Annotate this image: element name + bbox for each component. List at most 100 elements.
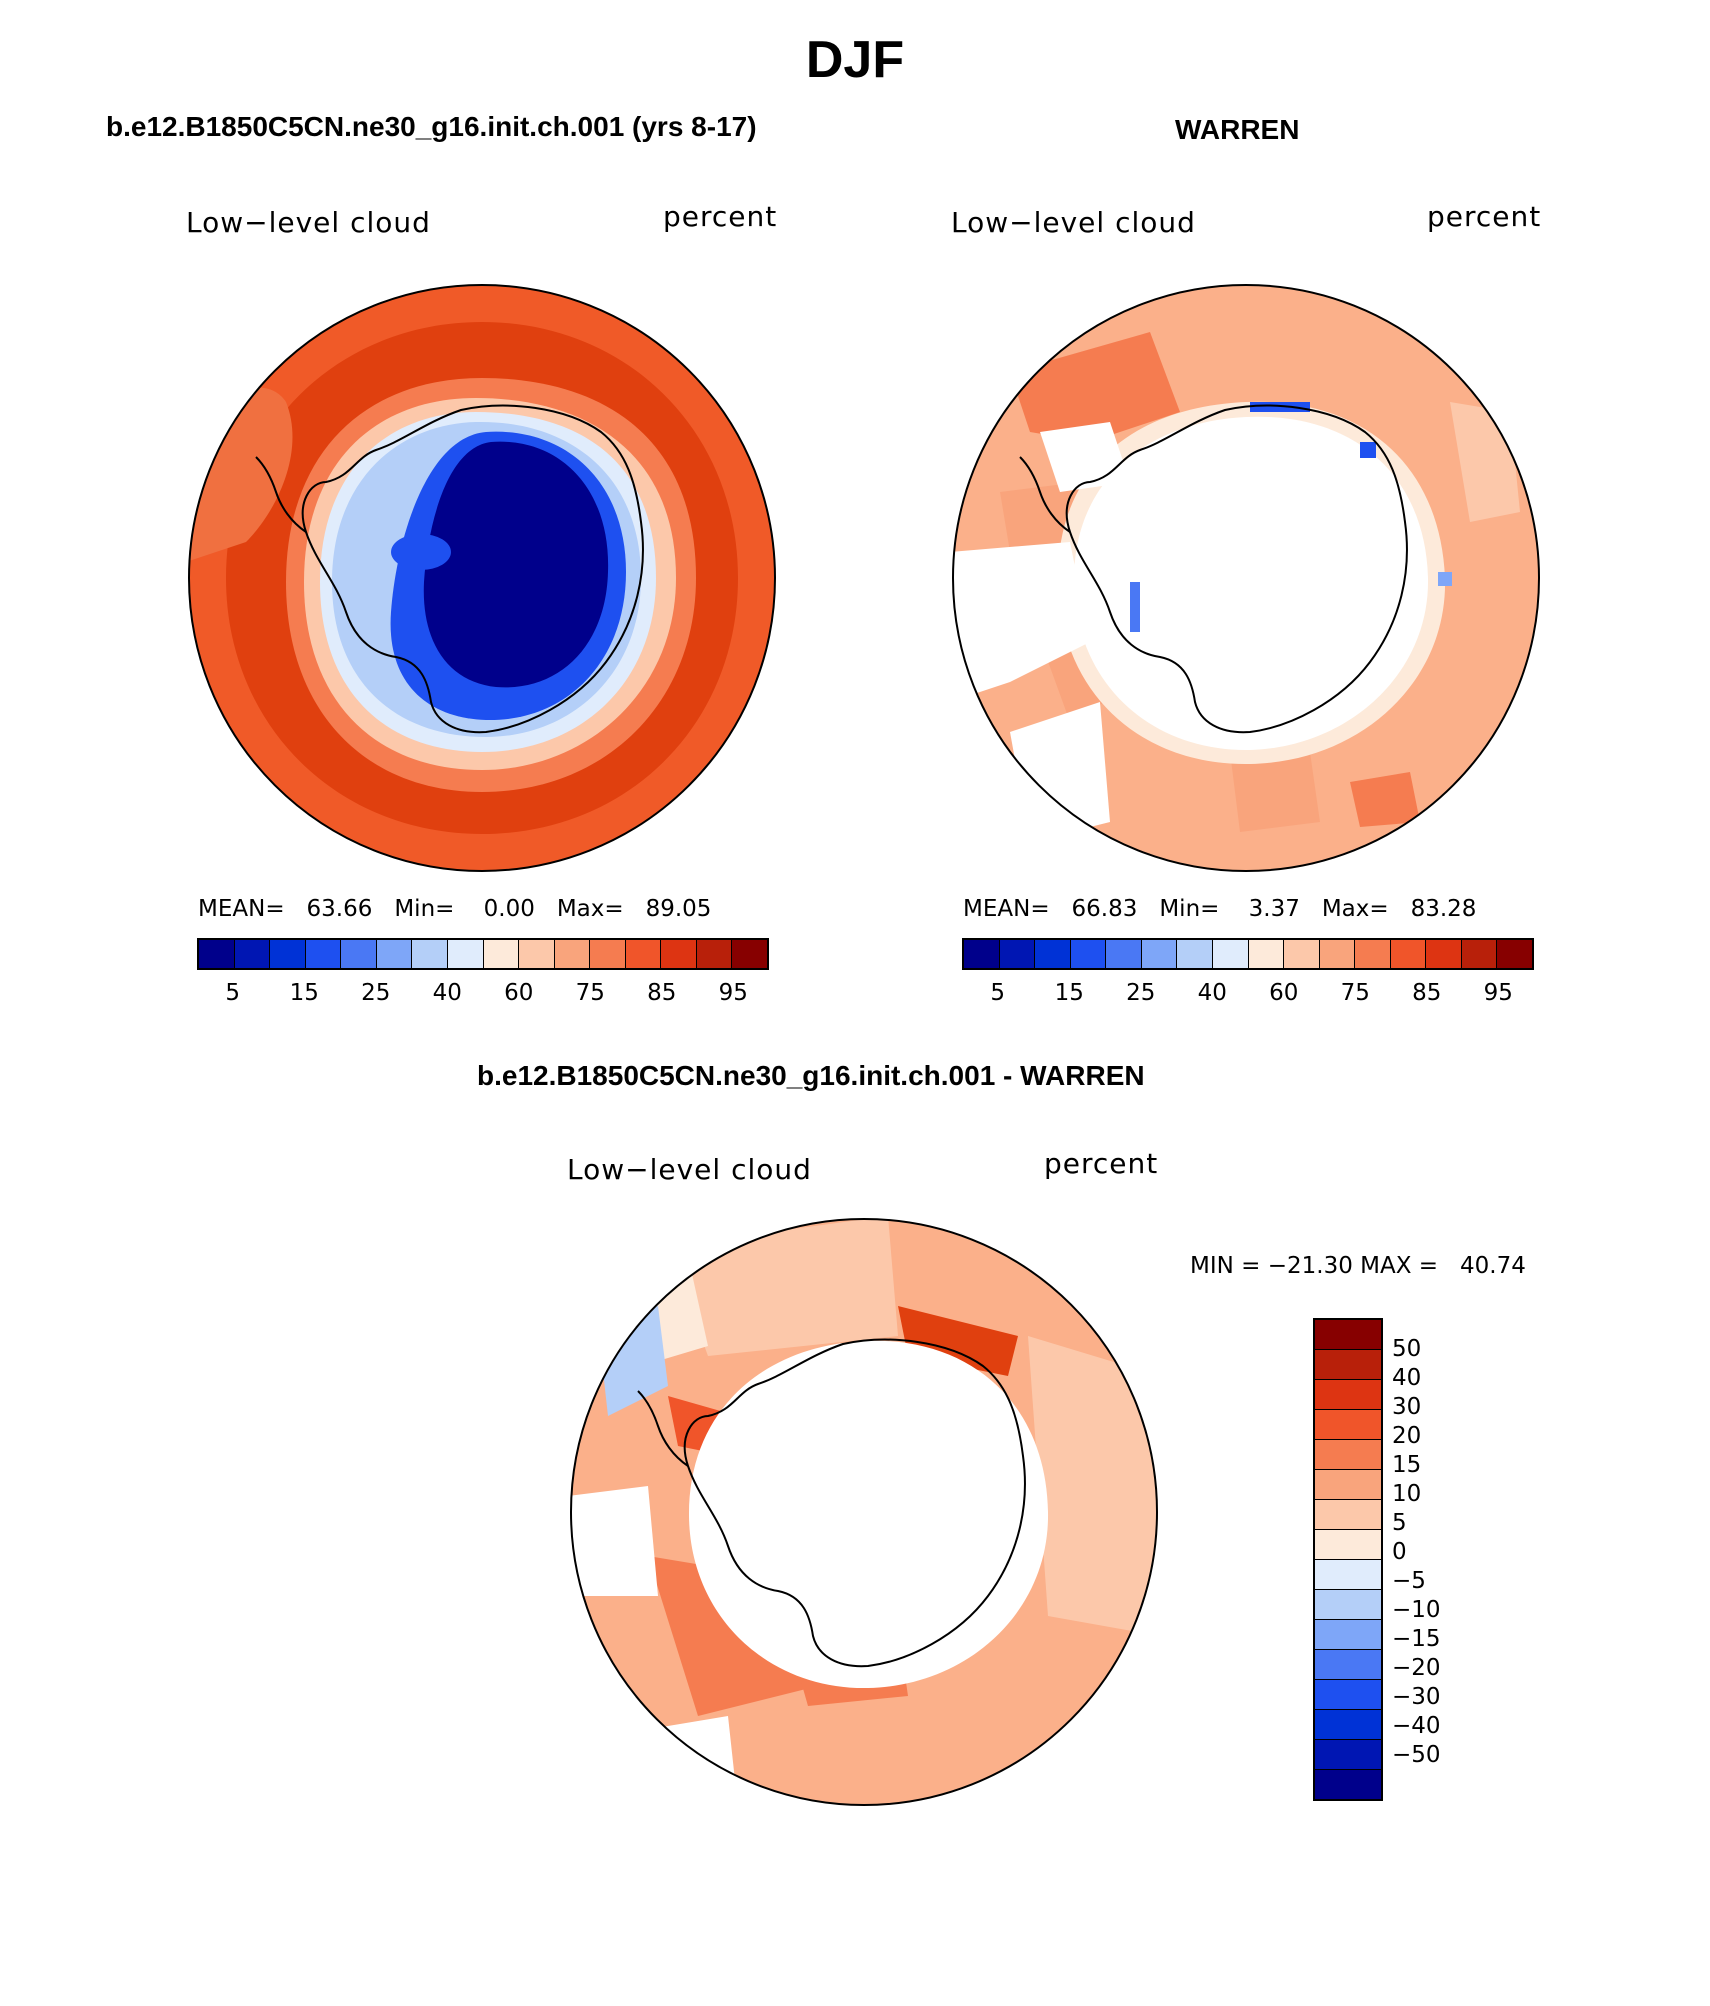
panel-1-stats: MEAN= 63.66 Min= 0.00 Max= 89.05 — [198, 896, 712, 922]
colorbar-swatch — [1141, 940, 1178, 968]
panel-2-blue-spot-east — [1438, 572, 1452, 586]
colorbar-swatch — [1315, 1350, 1381, 1380]
colorbar-swatch — [696, 940, 733, 968]
colorbar-tick-label: −40 — [1392, 1713, 1441, 1739]
colorbar-tick-label: 15 — [289, 980, 319, 1006]
colorbar-swatch — [1315, 1440, 1381, 1470]
colorbar-tick-label: 60 — [1269, 980, 1299, 1006]
panel-1-antarctica-coast — [301, 404, 644, 734]
colorbar-swatch — [1035, 940, 1071, 968]
colorbar-swatch — [1315, 1680, 1381, 1710]
colorbar-swatch — [1426, 940, 1462, 968]
panel-3-polar-map — [570, 1218, 1158, 1806]
panel-3-antarctica-coast — [683, 1338, 1026, 1668]
colorbar-swatch — [1284, 940, 1320, 968]
colorbar-swatch — [412, 940, 448, 968]
colorbar-swatch — [1315, 1560, 1381, 1590]
colorbar-tick-label: 5 — [225, 980, 241, 1006]
panel-2-units-label: percent — [1427, 200, 1542, 233]
colorbar-swatch — [1319, 940, 1356, 968]
colorbar-tick-label: 25 — [361, 980, 391, 1006]
colorbar-tick-label: 20 — [1392, 1423, 1422, 1449]
panel-2-header: WARREN — [1175, 114, 1300, 145]
panel-2-blue-strip-north — [1250, 402, 1310, 412]
panel-1-header: b.e12.B1850C5CN.ne30_g16.init.ch.001 (yr… — [106, 111, 757, 142]
panel-1-polar-map — [188, 284, 776, 872]
panel-2-polar-map — [952, 284, 1540, 872]
colorbar-swatch — [554, 940, 591, 968]
colorbar-tick-label: 85 — [1412, 980, 1442, 1006]
colorbar-swatch — [1497, 940, 1532, 968]
panel-3-missing-west — [571, 1486, 658, 1596]
panel-1-peninsula — [255, 456, 307, 533]
colorbar-swatch — [1315, 1410, 1381, 1440]
panel-1-colorbar — [197, 938, 769, 970]
panel-2-field-patch-se — [1350, 772, 1420, 827]
colorbar-swatch — [1315, 1740, 1381, 1770]
colorbar-tick-label: 15 — [1054, 980, 1084, 1006]
colorbar-swatch — [234, 940, 271, 968]
colorbar-swatch — [625, 940, 662, 968]
colorbar-tick-label: 40 — [432, 980, 462, 1006]
colorbar-tick-label: 15 — [1392, 1452, 1422, 1478]
colorbar-tick-label: 75 — [575, 980, 605, 1006]
colorbar-swatch — [661, 940, 697, 968]
colorbar-swatch — [1315, 1530, 1381, 1560]
colorbar-tick-label: 40 — [1392, 1365, 1422, 1391]
panel-2-colorbar — [962, 938, 1534, 970]
colorbar-swatch — [1070, 940, 1107, 968]
panel-2-antarctica-coast — [1065, 404, 1408, 734]
colorbar-swatch — [1461, 940, 1498, 968]
panel-2-blue-strip-west — [1130, 582, 1140, 632]
panel-2-missing-west — [953, 542, 1090, 702]
colorbar-tick-label: −10 — [1392, 1597, 1441, 1623]
colorbar-swatch — [199, 940, 235, 968]
colorbar-swatch — [519, 940, 555, 968]
colorbar-swatch — [483, 940, 520, 968]
panel-3-field-light-east — [1028, 1336, 1157, 1636]
panel-3-units-label: percent — [1044, 1147, 1159, 1180]
colorbar-swatch — [376, 940, 413, 968]
colorbar-swatch — [447, 940, 484, 968]
colorbar-swatch — [1315, 1650, 1381, 1680]
panel-3-minmax: MIN = −21.30 MAX = 40.74 — [1190, 1253, 1526, 1279]
colorbar-swatch — [1315, 1770, 1381, 1799]
panel-2-field-patch-s — [1230, 752, 1320, 832]
panel-3-header: b.e12.B1850C5CN.ne30_g16.init.ch.001 - W… — [477, 1060, 1145, 1091]
colorbar-tick-label: −50 — [1392, 1742, 1441, 1768]
colorbar-tick-label: 5 — [990, 980, 1006, 1006]
colorbar-tick-label: −5 — [1392, 1568, 1426, 1594]
colorbar-swatch — [999, 940, 1036, 968]
colorbar-tick-label: −15 — [1392, 1626, 1441, 1652]
colorbar-swatch — [1315, 1590, 1381, 1620]
colorbar-tick-label: 75 — [1340, 980, 1370, 1006]
panel-2-missing-inner — [1073, 416, 1429, 751]
colorbar-swatch — [964, 940, 1000, 968]
colorbar-swatch — [1315, 1710, 1381, 1740]
panel-2-field-patch-nw — [1010, 332, 1180, 442]
colorbar-swatch — [1315, 1620, 1381, 1650]
colorbar-swatch — [590, 940, 626, 968]
colorbar-tick-label: 60 — [504, 980, 534, 1006]
panel-3-colorbar — [1313, 1318, 1383, 1801]
colorbar-tick-label: 95 — [718, 980, 748, 1006]
colorbar-swatch — [1248, 940, 1285, 968]
colorbar-swatch — [341, 940, 377, 968]
colorbar-tick-label: 95 — [1483, 980, 1513, 1006]
colorbar-swatch — [1315, 1380, 1381, 1410]
colorbar-swatch — [1315, 1500, 1381, 1530]
colorbar-tick-label: 50 — [1392, 1336, 1422, 1362]
panel-1-field-core — [423, 441, 609, 688]
colorbar-swatch — [1390, 940, 1427, 968]
colorbar-tick-label: 40 — [1197, 980, 1227, 1006]
colorbar-tick-label: 0 — [1392, 1539, 1407, 1565]
panel-1-units-label: percent — [663, 200, 778, 233]
colorbar-swatch — [270, 940, 306, 968]
panel-3-missing-sw — [608, 1716, 738, 1805]
colorbar-swatch — [1315, 1470, 1381, 1500]
panel-3-missing-inner — [688, 1340, 1049, 1689]
panel-2-stats: MEAN= 66.83 Min= 3.37 Max= 83.28 — [963, 896, 1477, 922]
colorbar-swatch — [732, 940, 767, 968]
colorbar-tick-label: −20 — [1392, 1655, 1441, 1681]
colorbar-swatch — [1355, 940, 1391, 968]
